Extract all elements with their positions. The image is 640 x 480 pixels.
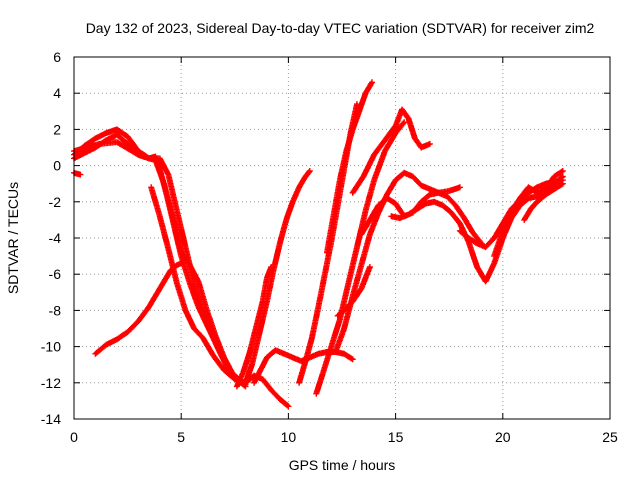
y-tick-label: -4 — [49, 230, 62, 246]
series-track-13 — [349, 106, 433, 196]
plus-markers — [313, 119, 408, 397]
x-tick-label: 20 — [495, 429, 511, 445]
y-tick-label: -10 — [41, 339, 61, 355]
x-tick-label: 15 — [388, 429, 404, 445]
series-track-11 — [324, 79, 375, 256]
series-track-15 — [334, 264, 373, 319]
series-track-12 — [313, 119, 408, 397]
y-tick-label: -2 — [49, 194, 62, 210]
x-tick-label: 25 — [602, 429, 618, 445]
series-track-20 — [521, 173, 566, 223]
y-tick-label: -6 — [49, 266, 62, 282]
x-tick-label: 10 — [281, 429, 297, 445]
y-tick-label: -12 — [41, 375, 61, 391]
y-axis: -14 -12 -10 -8 -6 -4 -2 0 2 4 6 — [41, 49, 610, 427]
plus-markers — [92, 260, 185, 357]
plus-markers — [148, 184, 292, 410]
y-tick-label: -14 — [41, 411, 61, 427]
y-tick-label: -8 — [49, 302, 62, 318]
series-track-4 — [148, 184, 292, 410]
series-track-7 — [242, 168, 313, 386]
plus-markers — [334, 264, 373, 319]
series-track-5 — [92, 260, 185, 357]
y-tick-label: 4 — [53, 85, 61, 101]
y-tick-label: 6 — [53, 49, 61, 65]
y-tick-label: 0 — [53, 158, 61, 174]
y-axis-label: SDTVAR / TECUs — [5, 182, 21, 294]
data-markers — [71, 79, 566, 410]
plus-markers — [521, 173, 566, 223]
x-axis: 0 5 10 15 20 25 — [70, 57, 618, 445]
plus-markers — [491, 168, 566, 260]
plus-markers — [233, 264, 275, 390]
x-axis-label: GPS time / hours — [289, 457, 396, 473]
y-tick-label: 2 — [53, 121, 61, 137]
plus-markers — [349, 106, 433, 196]
series-track-8 — [233, 264, 275, 390]
plus-markers — [324, 79, 375, 256]
x-tick-label: 0 — [70, 429, 78, 445]
series-track-19 — [491, 168, 566, 260]
plus-markers — [242, 168, 313, 386]
chart-title: Day 132 of 2023, Sidereal Day-to-day VTE… — [86, 20, 595, 36]
x-tick-label: 5 — [177, 429, 185, 445]
